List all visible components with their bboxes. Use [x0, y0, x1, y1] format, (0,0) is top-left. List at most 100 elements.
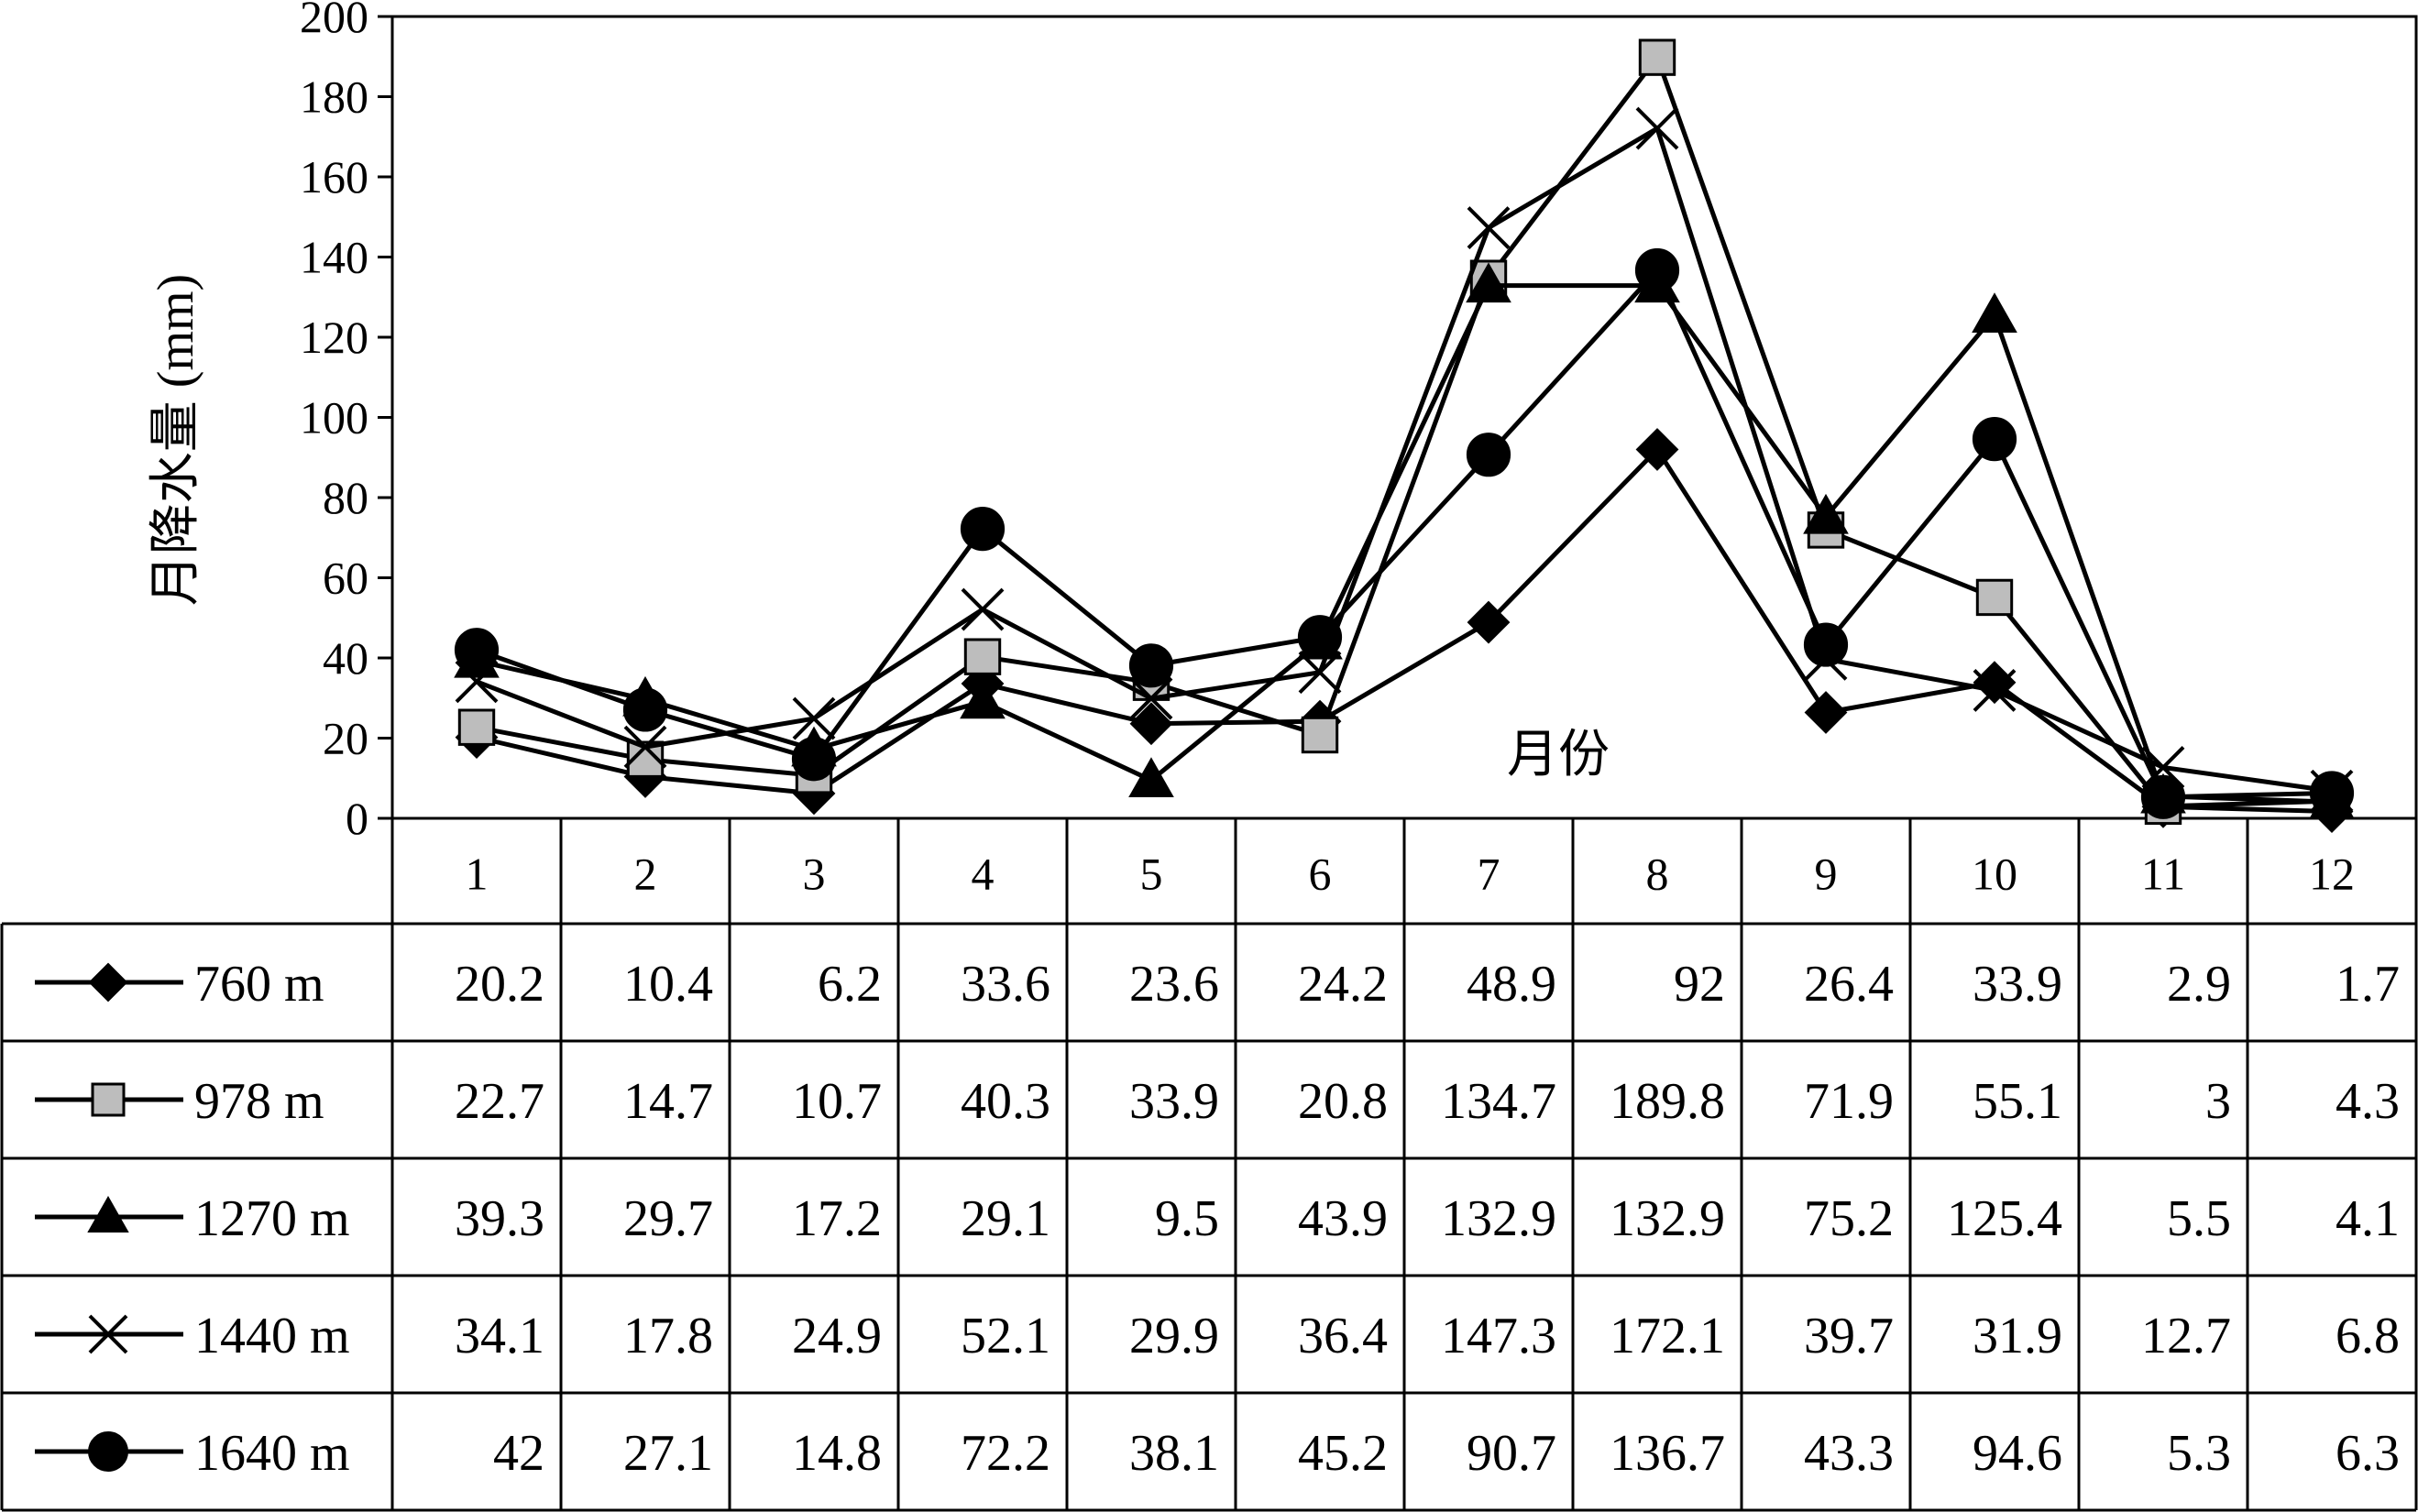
table-cell: 6.2 — [818, 956, 882, 1013]
y-axis-label: 月降水量 (mm) — [148, 274, 204, 606]
table-cell: 22.7 — [455, 1073, 544, 1130]
x-tick-label: 4 — [972, 849, 995, 900]
x-tick-label: 5 — [1140, 849, 1163, 900]
x-tick-label: 8 — [1646, 849, 1669, 900]
data-point-760m — [1804, 691, 1848, 734]
data-point-1440m — [1298, 651, 1342, 695]
y-tick-label: 60 — [323, 553, 368, 604]
table-cell: 92 — [1674, 956, 1725, 1013]
table-cell: 17.2 — [792, 1190, 882, 1247]
data-point-1440m — [961, 587, 1005, 631]
table-cell: 29.9 — [1129, 1308, 1219, 1364]
x-tick-label: 12 — [2309, 849, 2355, 900]
data-point-1270m — [960, 678, 1006, 719]
data-point-1440m — [1467, 206, 1511, 249]
table-cell: 5.3 — [2167, 1425, 2231, 1482]
series-978m — [457, 38, 2351, 826]
table-cell: 33.9 — [1129, 1073, 1219, 1130]
y-tick-label: 100 — [300, 392, 368, 444]
series-layer — [454, 38, 2355, 833]
table-cell: 134.7 — [1441, 1073, 1556, 1130]
table-cell: 14.7 — [623, 1073, 713, 1130]
data-point-1640m — [1466, 433, 1511, 477]
legend-marker — [88, 962, 128, 1003]
table-cell: 24.9 — [792, 1308, 882, 1364]
table-cell: 33.9 — [1973, 956, 2062, 1013]
data-point-978m — [1301, 716, 1339, 754]
data-point-1440m-stroke — [1298, 651, 1342, 695]
y-tick-label: 180 — [300, 71, 368, 123]
table-cell: 17.8 — [623, 1308, 713, 1364]
table-cell: 6.8 — [2336, 1308, 2400, 1364]
legend-key-1640m — [35, 1431, 183, 1472]
y-tick-label: 20 — [323, 713, 368, 764]
table-cell: 132.9 — [1441, 1190, 1556, 1247]
data-point-978m — [457, 708, 496, 746]
data-point-1440m-stroke — [623, 725, 667, 769]
table-cell: 90.7 — [1467, 1425, 1556, 1482]
table-cell: 4.3 — [2336, 1073, 2400, 1130]
table-cell: 52.1 — [961, 1308, 1050, 1364]
y-axis: 0 20 40 60 80 100 120 140 160 180 200 — [300, 0, 392, 844]
table-cell: 29.7 — [623, 1190, 713, 1247]
legend-marker — [88, 1314, 128, 1354]
table-cell: 27.1 — [623, 1425, 713, 1482]
legend-key-1270m — [35, 1195, 183, 1233]
legend-label-760m: 760 m — [194, 956, 324, 1013]
data-point-1440m-stroke — [1129, 676, 1173, 720]
x-tick-label: 7 — [1478, 849, 1500, 900]
y-tick-label: 0 — [346, 793, 368, 844]
table-cell: 38.1 — [1129, 1425, 1219, 1482]
data-point-1440m — [623, 725, 667, 769]
data-point-1440m-stroke — [1635, 106, 1679, 150]
legend-key-1440m — [35, 1314, 183, 1354]
data-point-1640m — [791, 737, 837, 782]
legend-marker — [88, 1431, 128, 1472]
table-cell: 3 — [2205, 1073, 2231, 1130]
data-point-760m — [1467, 600, 1511, 644]
data-point-1440m — [792, 696, 836, 740]
table-cell: 26.4 — [1804, 956, 1894, 1013]
table-cell: 36.4 — [1298, 1308, 1388, 1364]
data-point-1440m — [1973, 669, 2017, 712]
table-cell: 2.9 — [2167, 956, 2231, 1013]
data-point-1640m — [454, 628, 500, 673]
table-cell: 20.8 — [1298, 1073, 1388, 1130]
table-cell: 42 — [493, 1425, 544, 1482]
table-cell: 31.9 — [1973, 1308, 2062, 1364]
legend-marker — [87, 1195, 129, 1233]
data-point-978m — [1975, 578, 2014, 617]
y-tick-label: 40 — [323, 632, 368, 684]
data-point-1440m — [455, 660, 499, 704]
table-cell: 75.2 — [1804, 1190, 1894, 1247]
x-tick-label: 9 — [1815, 849, 1838, 900]
data-point-1270m — [1972, 292, 2017, 333]
table-cell: 33.6 — [961, 956, 1050, 1013]
table-cell: 12.7 — [2141, 1308, 2231, 1364]
x-tick-label: 6 — [1309, 849, 1332, 900]
data-point-1640m — [1297, 615, 1343, 660]
table-cell: 20.2 — [455, 956, 544, 1013]
table-cell: 5.5 — [2167, 1190, 2231, 1247]
chart-frame — [390, 15, 2418, 820]
data-point-1440m-stroke — [1467, 206, 1511, 249]
series-760m — [455, 428, 2354, 833]
legend-key-760m — [35, 962, 183, 1003]
data-point-1270m — [1128, 757, 1174, 798]
x-tick-label: 1 — [466, 849, 489, 900]
data-point-1270m — [1466, 262, 1511, 303]
y-tick-label: 140 — [300, 232, 368, 283]
table-cell: 94.6 — [1973, 1425, 2062, 1482]
y-tick-label: 120 — [300, 312, 368, 363]
plot-area-border — [390, 15, 2418, 820]
x-axis-label: 月份 — [1507, 727, 1610, 783]
data-point-1640m — [1972, 417, 2017, 462]
data-point-1270m — [1803, 493, 1849, 534]
table-cell: 136.7 — [1610, 1425, 1725, 1482]
legend-label-1440m: 1440 m — [194, 1308, 350, 1364]
table-cell: 14.8 — [792, 1425, 882, 1482]
data-point-1440m-stroke — [455, 660, 499, 704]
table-cell: 43.3 — [1804, 1425, 1894, 1482]
